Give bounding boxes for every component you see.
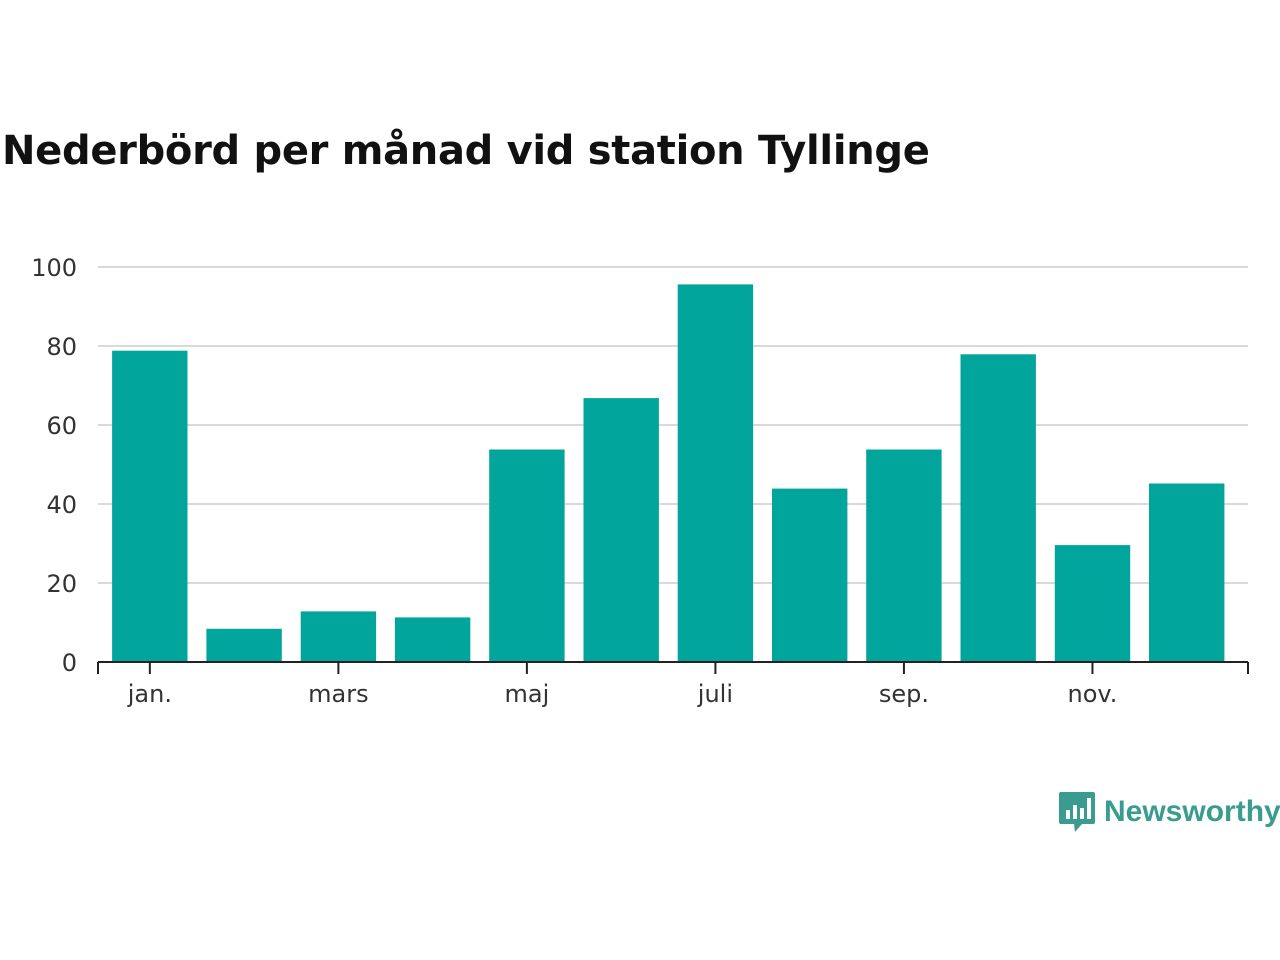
y-tick-label-0: 0 (62, 649, 77, 677)
bar-maj (489, 449, 565, 662)
y-tick-labels: 0 20 40 60 80 100 (31, 254, 77, 677)
y-tick-label-100: 100 (31, 254, 77, 282)
x-tick-label-maj: maj (505, 680, 550, 708)
y-tick-label-40: 40 (46, 491, 77, 519)
bar-jan (112, 350, 188, 662)
bar-okt (960, 354, 1036, 662)
bars (112, 284, 1225, 662)
newsworthy-chart-icon (1059, 792, 1095, 832)
gridlines (98, 266, 1248, 584)
x-tick-label-juli: juli (697, 680, 733, 708)
x-tick-label-nov: nov. (1068, 680, 1118, 708)
x-tick-label-sep: sep. (879, 680, 929, 708)
bar-mars (300, 611, 377, 662)
bar-aug (772, 488, 848, 662)
bar-dec (1149, 483, 1225, 662)
y-tick-label-20: 20 (46, 570, 77, 598)
bar-feb (206, 628, 282, 662)
bar-juni (583, 398, 659, 662)
newsworthy-logo: Newsworthy (1058, 790, 1280, 834)
x-tick-label-mars: mars (308, 680, 368, 708)
brand-name: Newsworthy (1104, 795, 1280, 828)
bar-sep (866, 449, 942, 662)
chart-title: Nederbörd per månad vid station Tyllinge (2, 128, 930, 174)
bar-apr (394, 617, 471, 662)
y-tick-label-60: 60 (46, 412, 77, 440)
x-tick-labels: jan. mars maj juli sep. nov. (127, 680, 1118, 708)
axes (97, 661, 1249, 674)
y-tick-label-80: 80 (46, 333, 77, 361)
bar-nov (1054, 545, 1131, 662)
bar-juli (677, 284, 754, 662)
x-tick-label-jan: jan. (127, 680, 172, 708)
